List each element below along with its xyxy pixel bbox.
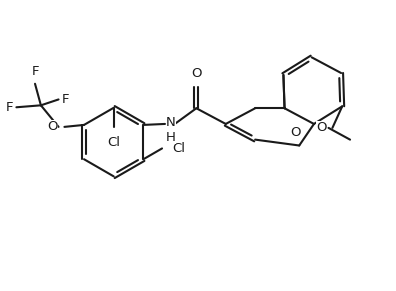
Text: F: F [6,101,13,114]
Text: Cl: Cl [107,136,120,149]
Text: F: F [32,65,40,78]
Text: O: O [290,126,301,139]
Text: H: H [166,131,176,144]
Text: O: O [47,120,57,133]
Text: Cl: Cl [172,142,185,155]
Text: O: O [191,67,202,80]
Text: N: N [166,116,176,129]
Text: O: O [316,121,327,134]
Text: F: F [62,93,69,106]
